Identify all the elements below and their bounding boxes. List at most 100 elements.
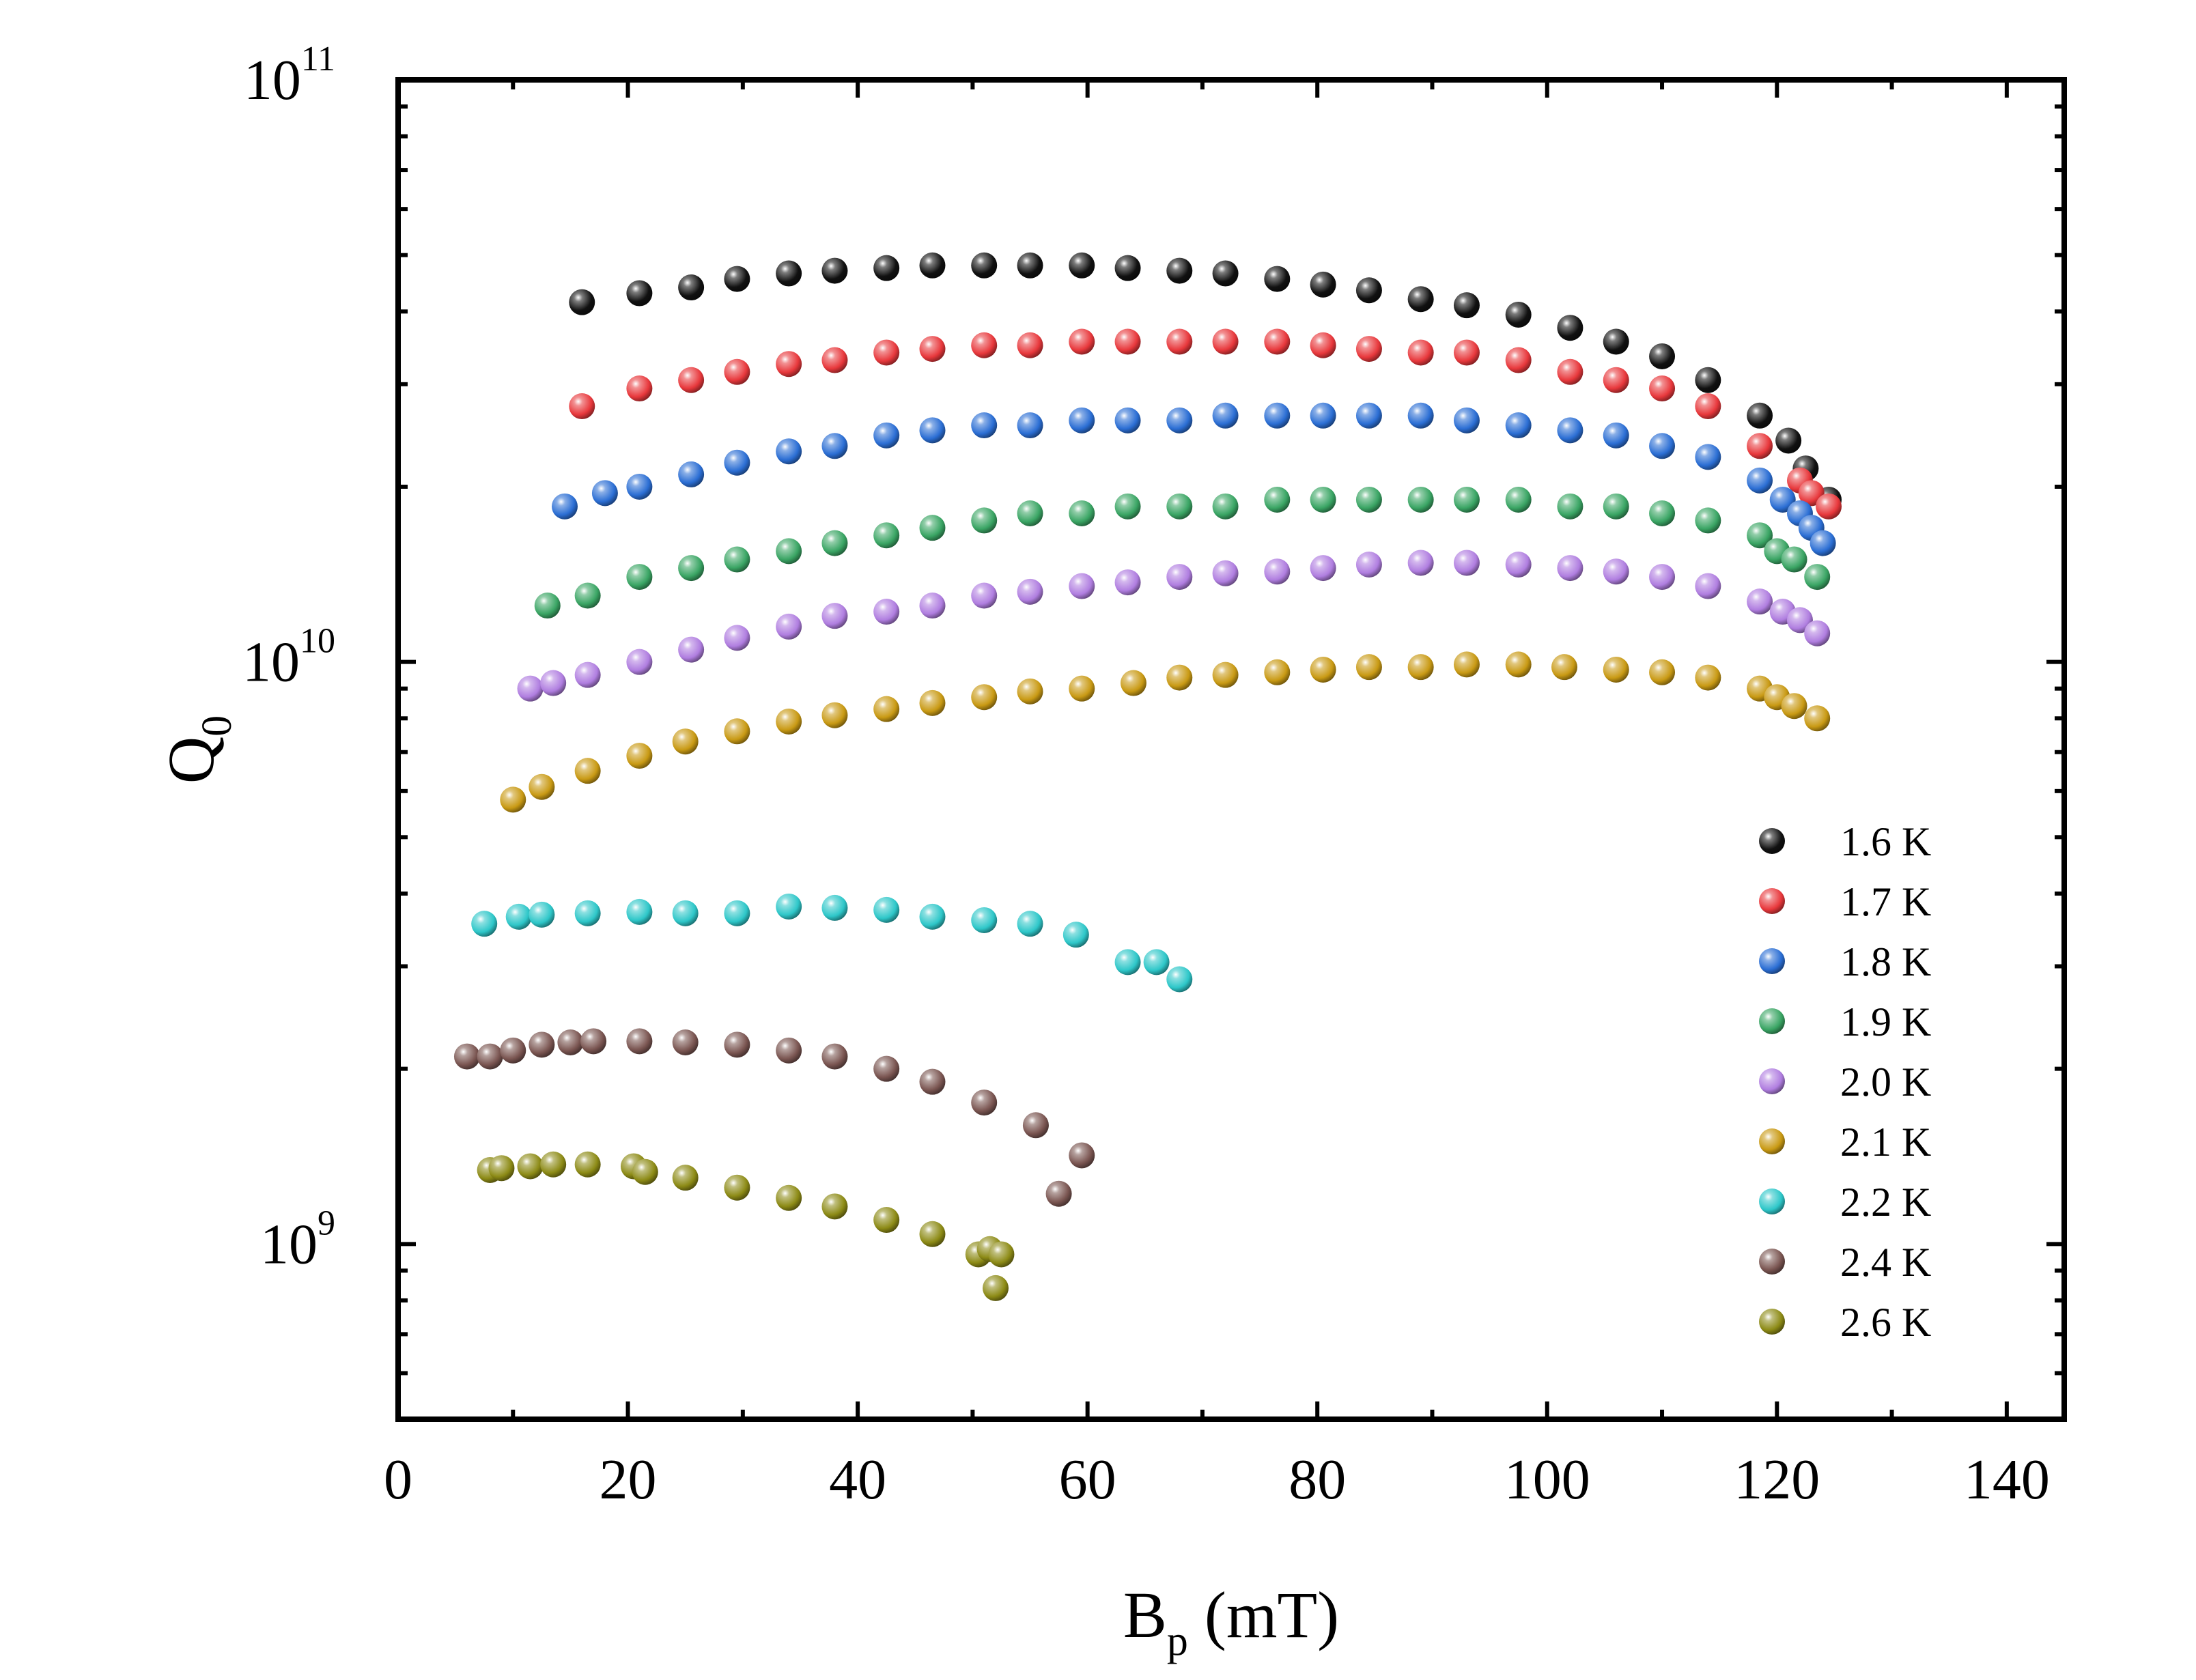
data-point	[776, 438, 802, 465]
data-point	[678, 461, 705, 487]
data-point	[1407, 339, 1434, 366]
data-point	[1810, 530, 1836, 556]
data-point	[988, 1241, 1015, 1268]
data-point	[626, 375, 653, 402]
data-point	[1069, 328, 1095, 355]
data-point	[1747, 467, 1773, 494]
data-point	[1603, 422, 1629, 449]
data-point	[776, 260, 802, 287]
data-point	[1114, 949, 1141, 976]
data-point	[1603, 328, 1629, 355]
data-point	[1453, 407, 1480, 433]
data-point	[1557, 493, 1583, 519]
y-tick-label: 1011	[244, 40, 335, 112]
legend-label: 1.8 K	[1840, 939, 1931, 984]
data-point	[1212, 661, 1239, 688]
data-point	[724, 358, 750, 385]
data-point	[919, 252, 946, 279]
data-point	[1649, 343, 1676, 369]
data-point	[1355, 486, 1382, 513]
data-point	[591, 480, 618, 507]
data-point	[919, 515, 946, 541]
legend-marker	[1759, 1309, 1785, 1335]
data-point	[724, 266, 750, 292]
data-point	[1310, 271, 1336, 298]
data-point	[1747, 588, 1773, 615]
series-2-6-k	[477, 1151, 1015, 1301]
data-point	[1310, 486, 1336, 513]
data-point	[488, 1155, 515, 1182]
data-point	[1017, 678, 1043, 704]
data-point	[971, 412, 998, 439]
data-point	[1603, 558, 1629, 585]
data-point	[1804, 564, 1831, 590]
data-point	[971, 582, 998, 609]
y-tick-label: 1010	[242, 622, 335, 694]
data-point	[1649, 433, 1676, 459]
data-point	[1747, 402, 1773, 429]
x-tick-labels: 0 20 40 60 80 100 120 140	[384, 1448, 2050, 1511]
data-point	[724, 900, 750, 926]
data-point	[672, 900, 699, 926]
x-axis-title: Bp (mT)	[1123, 1578, 1339, 1664]
data-point	[776, 1037, 802, 1064]
x-tick-label: 140	[1964, 1448, 2050, 1511]
data-point	[1166, 328, 1193, 355]
data-point	[1069, 252, 1095, 279]
data-point	[1166, 564, 1193, 590]
data-point	[776, 708, 802, 735]
data-point	[529, 901, 555, 928]
data-point	[1407, 286, 1434, 313]
data-point	[1017, 500, 1043, 527]
data-point	[1212, 493, 1239, 519]
data-point	[919, 689, 946, 716]
data-point	[626, 564, 653, 590]
data-point	[1166, 257, 1193, 284]
legend-label: 2.0 K	[1840, 1059, 1931, 1105]
data-point	[1695, 573, 1721, 599]
data-point	[1114, 328, 1141, 355]
data-point	[1212, 260, 1239, 287]
data-point	[776, 893, 802, 920]
data-point	[540, 670, 567, 696]
data-point	[626, 649, 653, 675]
data-point	[1557, 555, 1583, 582]
data-point	[1505, 347, 1532, 373]
legend-marker	[1759, 828, 1785, 854]
data-point	[919, 336, 946, 362]
data-point	[821, 603, 848, 629]
x-tick-label: 80	[1289, 1448, 1346, 1511]
data-point	[1017, 332, 1043, 358]
data-point	[1505, 651, 1532, 678]
data-point	[1695, 367, 1721, 393]
data-point	[574, 582, 601, 609]
data-point	[776, 538, 802, 565]
data-point	[1603, 367, 1629, 393]
data-point	[678, 555, 705, 582]
x-tick-label: 20	[600, 1448, 657, 1511]
data-point	[1775, 427, 1802, 454]
data-point	[1505, 551, 1532, 578]
data-point	[672, 728, 699, 755]
data-point	[471, 911, 498, 937]
data-point	[1114, 569, 1141, 596]
legend-label: 2.4 K	[1840, 1240, 1931, 1285]
data-point	[1453, 339, 1480, 366]
data-point	[1603, 656, 1629, 683]
data-point	[1355, 551, 1382, 578]
y-axis-title-sub: 0	[194, 715, 240, 737]
data-point	[1355, 402, 1382, 429]
data-point	[919, 1068, 946, 1095]
data-point	[971, 507, 998, 534]
data-point	[821, 894, 848, 921]
x-tick-label: 40	[829, 1448, 886, 1511]
data-point	[1166, 493, 1193, 519]
legend-marker	[1759, 1128, 1785, 1154]
data-point	[724, 546, 750, 573]
series-2-0-k	[517, 550, 1831, 702]
data-point	[1804, 620, 1831, 646]
data-point	[1045, 1180, 1072, 1207]
x-axis-title-sub: p	[1167, 1618, 1188, 1664]
data-point	[919, 903, 946, 930]
